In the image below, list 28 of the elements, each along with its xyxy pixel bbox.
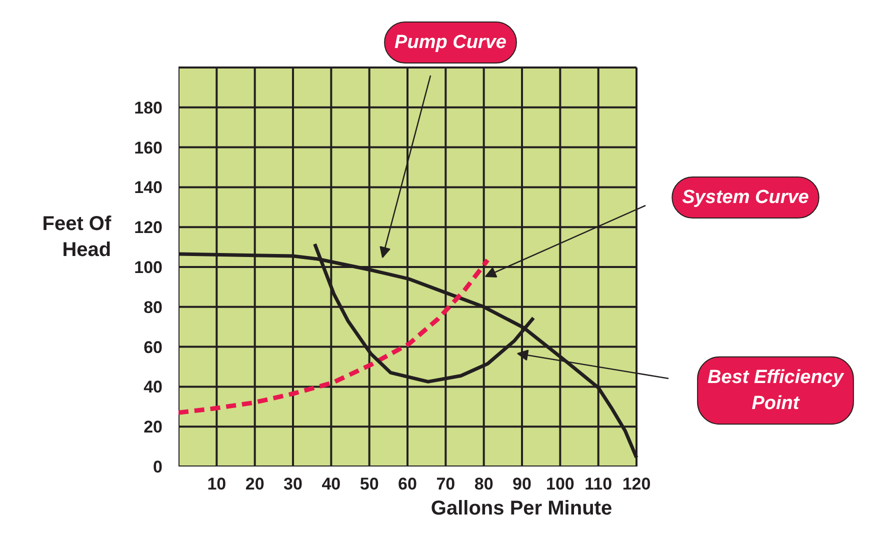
y-tick-label: 40 (144, 378, 163, 397)
text: Pump Curve (394, 32, 507, 53)
y-tick-label: 80 (144, 298, 163, 317)
y-tick-label: 160 (134, 138, 163, 158)
x-tick-label: 80 (474, 474, 494, 494)
text: System Curve (682, 187, 810, 208)
x-tick-label: 10 (207, 474, 226, 494)
line-series (178, 258, 490, 415)
x-tick-label: 120 (622, 474, 651, 494)
x-axis-title: Gallons Per Minute (430, 498, 612, 520)
y-tick-label: 0 (153, 458, 163, 476)
x-tick-label: 100 (546, 474, 574, 494)
x-tick-label: 40 (322, 474, 341, 494)
x-tick-label: 90 (512, 474, 532, 494)
x-tick-label: 70 (436, 474, 456, 494)
y-tick-label: 60 (144, 338, 163, 357)
y-tick-label: 180 (134, 98, 163, 118)
x-tick-label: 110 (584, 474, 612, 494)
x-tick-label: 60 (398, 474, 417, 494)
x-tick-label: 50 (360, 474, 379, 494)
x-tick-label: 20 (245, 474, 264, 494)
x-tick-label: 30 (284, 474, 302, 494)
y-tick-label: 120 (134, 218, 163, 238)
text: Best Efficiency Point (708, 366, 845, 414)
y-tick-label: 100 (134, 258, 163, 277)
y-tick-label: 140 (134, 178, 163, 198)
y-axis-title: Feet Of Head (42, 212, 112, 262)
y-tick-label: 20 (144, 418, 163, 437)
